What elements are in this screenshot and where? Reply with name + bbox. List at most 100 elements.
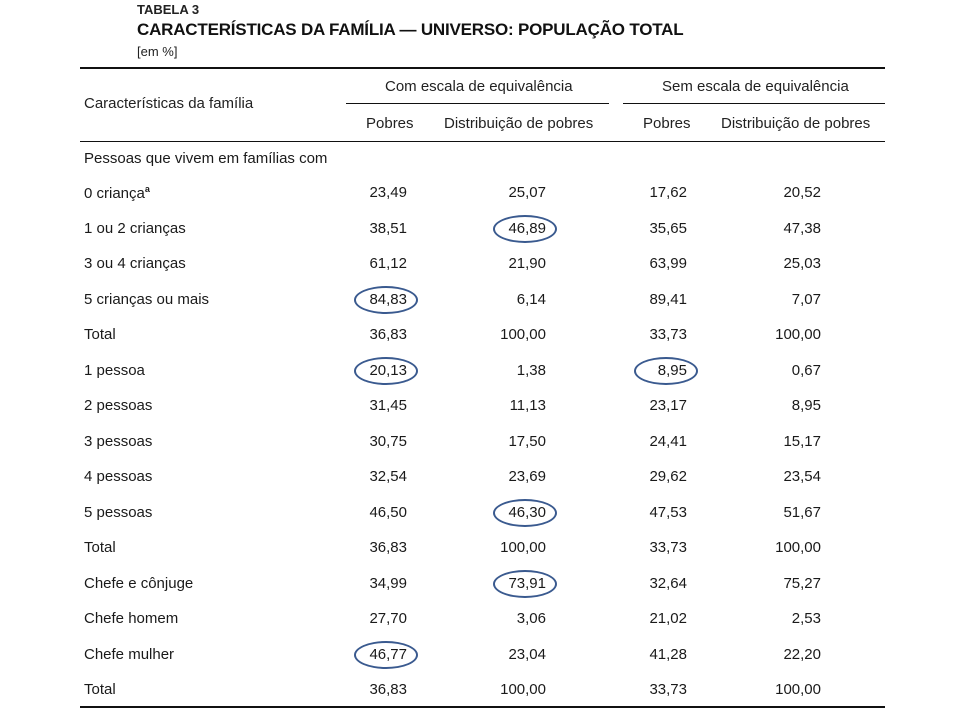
table-cell: 1,38 bbox=[516, 361, 546, 379]
table-cell: 20,52 bbox=[783, 184, 821, 201]
table-cell: 47,38 bbox=[783, 219, 821, 237]
row-label-text: Chefe e cônjuge bbox=[84, 574, 194, 592]
row-label-text: Total bbox=[84, 539, 116, 556]
table-cell: 23,54 bbox=[783, 468, 821, 485]
row-label: Total bbox=[84, 326, 116, 343]
row-label: 5 crianças ou mais bbox=[84, 291, 209, 308]
row-label-text: Total bbox=[84, 326, 116, 343]
table-cell: 23,69 bbox=[508, 468, 546, 485]
header-distribuicao-1: Distribuição de pobres bbox=[444, 115, 594, 132]
table-cell: 30,75 bbox=[369, 432, 407, 450]
table-cell: 17,62 bbox=[649, 184, 687, 201]
table-cell: 8,95 bbox=[657, 361, 687, 379]
table-cell: 21,02 bbox=[649, 610, 687, 627]
table-cell: 100,00 bbox=[775, 539, 821, 556]
table-cell: 36,83 bbox=[369, 681, 407, 698]
table-cell: 33,73 bbox=[649, 326, 687, 343]
table-cell: 46,89 bbox=[508, 219, 546, 237]
row-label: Chefe homem bbox=[84, 610, 178, 627]
table-cell: 8,95 bbox=[791, 397, 821, 414]
row-label-text: 1 ou 2 crianças bbox=[84, 219, 186, 237]
section-label: Pessoas que vivem em famílias com bbox=[84, 150, 328, 167]
table-title: CARACTERÍSTICAS DA FAMÍLIA — UNIVERSO: P… bbox=[137, 20, 684, 39]
table-cell: 47,53 bbox=[649, 503, 687, 521]
table-cell: 84,83 bbox=[369, 290, 407, 308]
top-rule bbox=[80, 67, 885, 69]
row-label: 3 ou 4 crianças bbox=[84, 255, 186, 272]
table-cell: 11,13 bbox=[509, 397, 546, 414]
group2-underline bbox=[623, 103, 885, 104]
unit-label: [em %] bbox=[137, 44, 178, 59]
table-cell: 22,20 bbox=[783, 645, 821, 663]
row-label: 2 pessoas bbox=[84, 397, 152, 414]
row-label-text: 2 pessoas bbox=[84, 397, 153, 414]
row-label: Total bbox=[84, 681, 116, 698]
table-cell: 17,50 bbox=[508, 432, 546, 450]
row-label-text: 5 crianças ou mais bbox=[84, 290, 210, 308]
table-cell: 0,67 bbox=[791, 361, 821, 379]
table-cell: 36,83 bbox=[369, 326, 407, 343]
table-cell: 23,17 bbox=[649, 397, 687, 414]
row-label-text: 0 criança bbox=[84, 185, 145, 202]
row-label-text: 3 pessoas bbox=[84, 432, 153, 450]
table-cell: 33,73 bbox=[649, 681, 687, 698]
row-label-text: Total bbox=[84, 681, 116, 698]
table-cell: 100,00 bbox=[500, 539, 546, 556]
row-label: Chefe e cônjuge bbox=[84, 575, 193, 592]
table-cell: 29,62 bbox=[649, 468, 687, 485]
table-cell: 3,06 bbox=[516, 610, 546, 627]
table-cell: 36,83 bbox=[369, 539, 407, 556]
table-cell: 25,03 bbox=[783, 255, 821, 272]
table-cell: 27,70 bbox=[369, 610, 407, 627]
table-cell: 51,67 bbox=[783, 503, 821, 521]
group1-underline bbox=[346, 103, 609, 104]
table-cell: 100,00 bbox=[775, 681, 821, 698]
row-label-text: 1 pessoa bbox=[84, 361, 145, 379]
table-cell: 73,91 bbox=[508, 574, 546, 592]
table-cell: 21,90 bbox=[508, 255, 546, 272]
table-cell: 15,17 bbox=[783, 432, 821, 450]
table-cell: 41,28 bbox=[649, 645, 687, 663]
table-cell: 20,13 bbox=[369, 361, 407, 379]
row-label-text: 3 ou 4 crianças bbox=[84, 255, 186, 272]
row-label: 0 criançaa bbox=[84, 184, 150, 202]
table-cell: 2,53 bbox=[791, 610, 821, 627]
header-distribuicao-2: Distribuição de pobres bbox=[721, 115, 871, 132]
table-cell: 100,00 bbox=[500, 326, 546, 343]
row-label-text: 5 pessoas bbox=[84, 503, 153, 521]
header-pobres-2: Pobres bbox=[643, 115, 691, 132]
table-cell: 75,27 bbox=[783, 574, 821, 592]
table-cell: 63,99 bbox=[649, 255, 687, 272]
table-cell: 34,99 bbox=[369, 574, 407, 592]
table-label: TABELA 3 bbox=[137, 2, 200, 17]
header-pobres-1: Pobres bbox=[366, 115, 414, 132]
table-cell: 46,30 bbox=[508, 503, 546, 521]
table-cell: 23,49 bbox=[369, 184, 407, 201]
table-cell: 89,41 bbox=[649, 290, 687, 308]
header-row-label: Características da família bbox=[84, 95, 254, 112]
row-label: 3 pessoas bbox=[84, 433, 152, 450]
row-label-text: 4 pessoas bbox=[84, 468, 153, 485]
header-bottom-rule bbox=[80, 141, 885, 142]
table-cell: 33,73 bbox=[649, 539, 687, 556]
table-cell: 24,41 bbox=[649, 432, 687, 450]
table-cell: 23,04 bbox=[508, 645, 546, 663]
table-cell: 61,12 bbox=[369, 255, 407, 272]
table-cell: 25,07 bbox=[508, 184, 546, 201]
table-cell: 6,14 bbox=[516, 290, 546, 308]
footnote-marker: a bbox=[144, 184, 150, 194]
header-group-with-scale: Com escala de equivalência bbox=[385, 78, 573, 95]
row-label: 1 pessoa bbox=[84, 362, 145, 379]
table-cell: 100,00 bbox=[500, 681, 546, 698]
row-label-text: Chefe mulher bbox=[84, 645, 175, 663]
table-cell: 7,07 bbox=[791, 290, 821, 308]
row-label: Chefe mulher bbox=[84, 646, 174, 663]
table-cell: 46,77 bbox=[369, 645, 407, 663]
table-cell: 46,50 bbox=[369, 503, 407, 521]
row-label: 1 ou 2 crianças bbox=[84, 220, 186, 237]
table-cell: 35,65 bbox=[649, 219, 687, 237]
table-cell: 31,45 bbox=[369, 397, 407, 414]
row-label: Total bbox=[84, 539, 116, 556]
table-cell: 38,51 bbox=[369, 219, 407, 237]
table-cell: 32,54 bbox=[369, 468, 407, 485]
